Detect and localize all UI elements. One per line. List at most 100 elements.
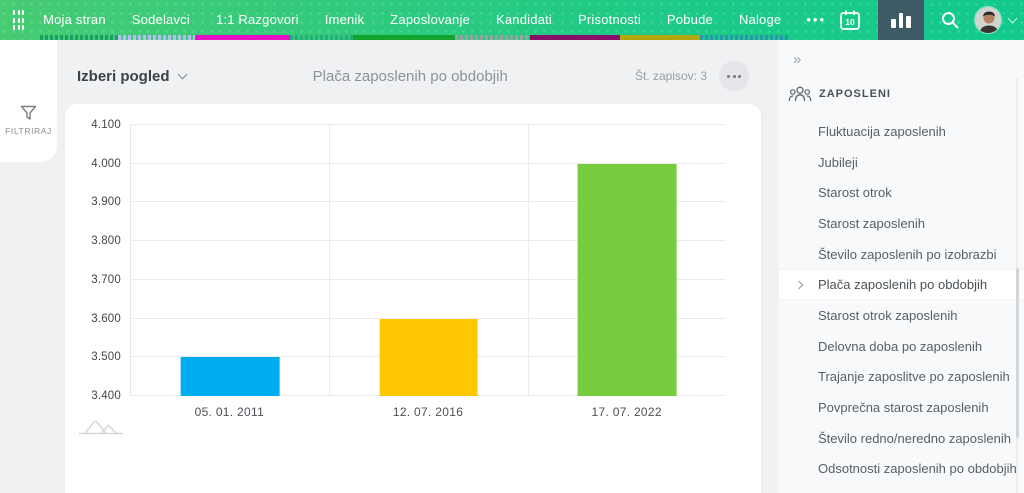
category-separator bbox=[329, 125, 331, 396]
plot-area bbox=[130, 124, 726, 396]
sidebar-item-pla-a-zaposlenih-po-obdobjih[interactable]: Plača zaposlenih po obdobjih bbox=[779, 269, 1024, 301]
sidebar-item-odsotnosti-zaposlenih-po-obdobjih[interactable]: Odsotnosti zaposlenih po obdobjih bbox=[779, 454, 1024, 485]
reports-sidebar: » ZAPOSLENI Fluktuacija zaposlenih Jubile… bbox=[779, 40, 1024, 493]
gridline bbox=[131, 278, 726, 280]
nav-items: Moja stran Sodelavci 1:1 Razgovori Imenik Za… bbox=[30, 0, 794, 40]
search-icon[interactable] bbox=[940, 10, 960, 30]
chevron-right-icon bbox=[794, 280, 804, 290]
collapse-sidebar-icon[interactable]: » bbox=[793, 51, 802, 68]
gridline bbox=[131, 317, 726, 319]
sidebar-item-starost-otrok[interactable]: Starost otrok bbox=[779, 177, 1024, 208]
y-tick-label: 3.400 bbox=[91, 390, 121, 402]
main-area: FILTRIRAJ Izberi pogled Plača zaposlenih… bbox=[0, 40, 1024, 493]
sidebar-item-fluktuacija-zaposlenih[interactable]: Fluktuacija zaposlenih bbox=[779, 116, 1024, 147]
sidebar-item-starost-otrok-zaposlenih[interactable]: Starost otrok zaposlenih bbox=[779, 300, 1024, 331]
calendar-glyph bbox=[840, 10, 860, 30]
nav-item-imenik[interactable]: Imenik bbox=[324, 12, 365, 27]
sidebar-item-label: Trajanje zaposlitve po zaposlenih bbox=[818, 369, 1010, 385]
sidebar-item-label: Starost otrok bbox=[818, 185, 892, 201]
sidebar-item-label: Starost zaposlenih bbox=[818, 215, 925, 231]
sidebar-item-trajanje-zaposlitve-po-zaposlenih[interactable]: Trajanje zaposlitve po zaposlenih bbox=[779, 362, 1024, 393]
sidebar-item-jubileji[interactable]: Jubileji bbox=[779, 147, 1024, 178]
calendar-badge: 10 bbox=[845, 17, 855, 27]
avatar bbox=[974, 6, 1002, 34]
y-tick-label: 3.600 bbox=[91, 312, 121, 325]
x-axis-labels: 05. 01. 2011 12. 07. 2016 17. 07. 2022 bbox=[130, 396, 726, 419]
sidebar-item-label: Fluktuacija zaposlenih bbox=[818, 123, 946, 139]
record-count: Št. zapisov: 3 bbox=[634, 69, 707, 83]
select-view-label: Izberi pogled bbox=[77, 67, 170, 85]
sidebar-section-title: ZAPOSLENI bbox=[819, 88, 891, 100]
topbar-right-cluster: 10 bbox=[838, 0, 1024, 40]
funnel-icon bbox=[20, 105, 37, 120]
filter-button[interactable]: FILTRIRAJ bbox=[0, 40, 57, 162]
sidebar-item-label: Jubileji bbox=[818, 154, 858, 170]
nav-underline-moja-stran bbox=[40, 35, 118, 40]
category-separator bbox=[527, 125, 529, 396]
sidebar-item-label: Število zaposlenih po izobrazbi bbox=[818, 246, 997, 262]
sidebar-item-label: Plača zaposlenih po obdobjih bbox=[818, 277, 988, 293]
sidebar-item-starost-zaposlenih[interactable]: Starost zaposlenih bbox=[779, 208, 1024, 239]
bar-glyph bbox=[906, 16, 911, 28]
nav-item-1-1-razgovori[interactable]: 1:1 Razgovori bbox=[215, 12, 299, 27]
nav-underline-naloge bbox=[700, 35, 790, 40]
bar-glyph bbox=[898, 13, 904, 28]
x-tick-label: 17. 07. 2022 bbox=[591, 405, 662, 419]
top-navigation-bar: Moja stran Sodelavci 1:1 Razgovori Imenik Za… bbox=[0, 0, 1024, 40]
scrollbar-thumb[interactable] bbox=[1016, 268, 1019, 438]
nav-underline-prisotnosti bbox=[530, 35, 620, 40]
nav-item-moja-stran[interactable]: Moja stran bbox=[43, 12, 106, 27]
gridline bbox=[131, 162, 726, 164]
user-menu[interactable] bbox=[974, 6, 1018, 34]
select-view-dropdown[interactable]: Izberi pogled bbox=[77, 67, 187, 85]
y-axis-labels: 3.400 3.500 3.600 3.700 3.800 3.900 4.000 4.100 bbox=[65, 119, 130, 402]
nav-underline-1-1-razgovori bbox=[195, 35, 290, 40]
filter-rail: FILTRIRAJ bbox=[0, 40, 57, 493]
gridline bbox=[131, 201, 726, 203]
more-options-button[interactable] bbox=[719, 61, 749, 91]
filter-label: FILTRIRAJ bbox=[5, 126, 52, 136]
chart-bar-05-01-2011[interactable] bbox=[180, 357, 280, 396]
view-header: Izberi pogled Plača zaposlenih po obdobj… bbox=[77, 54, 749, 98]
y-tick-label: 3.500 bbox=[91, 351, 121, 364]
nav-item-pobude[interactable]: Pobude bbox=[666, 12, 713, 27]
report-content: Izberi pogled Plača zaposlenih po obdobj… bbox=[57, 40, 779, 493]
analytics-icon-active[interactable] bbox=[878, 0, 924, 40]
chart-bar-12-07-2016[interactable] bbox=[379, 318, 478, 396]
nav-item-zaposlovanje[interactable]: Zaposlovanje bbox=[390, 12, 470, 27]
sidebar-item-label: Odsotnosti zaposlenih po obdobjih bbox=[818, 461, 1017, 477]
y-tick-label: 3.700 bbox=[91, 273, 121, 286]
sidebar-item-povpre-na-starost-zaposlenih[interactable]: Povprečna starost zaposlenih bbox=[779, 392, 1024, 423]
y-tick-label: 3.800 bbox=[91, 235, 121, 248]
nav-item-prisotnosti[interactable]: Prisotnosti bbox=[578, 12, 641, 27]
bar-glyph bbox=[891, 19, 896, 28]
nav-item-sodelavci[interactable]: Sodelavci bbox=[131, 12, 190, 27]
chart-type-icon[interactable] bbox=[77, 414, 127, 441]
nav-underline-pobude bbox=[620, 35, 700, 40]
y-tick-label: 3.900 bbox=[91, 196, 121, 209]
y-tick-label: 4.000 bbox=[91, 157, 121, 170]
sidebar-item-label: Delovna doba po zaposlenih bbox=[818, 338, 983, 354]
sidebar-item-label: Starost otrok zaposlenih bbox=[818, 307, 958, 323]
nav-underline-zaposlovanje bbox=[353, 35, 455, 40]
chart-card: 3.400 3.500 3.600 3.700 3.800 3.900 4.000 4.100… bbox=[65, 104, 761, 493]
nav-underline-strip bbox=[40, 35, 790, 40]
report-list: Fluktuacija zaposlenih Jubileji Starost ot… bbox=[779, 116, 1024, 484]
sidebar-item-tevilo-zaposlenih-po-izobrazbi[interactable]: Število zaposlenih po izobrazbi bbox=[779, 239, 1024, 270]
sidebar-item-label: Povprečna starost zaposlenih bbox=[818, 400, 989, 416]
report-title: Plača zaposlenih po obdobjih bbox=[312, 67, 508, 85]
app-grid-icon[interactable] bbox=[13, 10, 25, 30]
y-tick-label: 4.100 bbox=[91, 119, 121, 131]
sidebar-item-tevilo-redno-neredno-zaposlenih[interactable]: Število redno/neredno zaposlenih bbox=[779, 423, 1024, 454]
nav-more-button[interactable]: ••• bbox=[806, 12, 826, 27]
bar-chart: 3.400 3.500 3.600 3.700 3.800 3.900 4.000 4.100… bbox=[65, 119, 726, 419]
sidebar-item-delovna-doba-po-zaposlenih[interactable]: Delovna doba po zaposlenih bbox=[779, 331, 1024, 362]
chart-bar-17-07-2022[interactable] bbox=[577, 163, 677, 396]
nav-item-naloge[interactable]: Naloge bbox=[738, 12, 782, 27]
nav-underline-sodelavci bbox=[118, 35, 195, 40]
nav-underline-imenik bbox=[290, 35, 353, 40]
gridline bbox=[131, 124, 726, 125]
x-tick-label: 05. 01. 2011 bbox=[194, 405, 265, 419]
nav-item-kandidati[interactable]: Kandidati bbox=[496, 12, 553, 27]
calendar-icon[interactable]: 10 bbox=[838, 8, 862, 32]
